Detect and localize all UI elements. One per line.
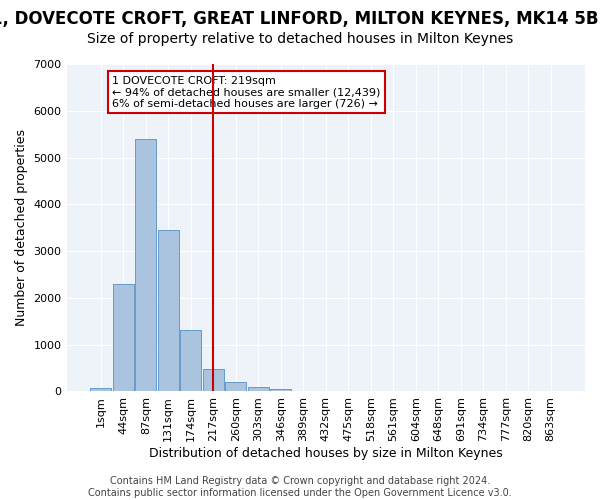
Y-axis label: Number of detached properties: Number of detached properties: [15, 129, 28, 326]
Bar: [90, 388, 112, 392]
Bar: [135, 139, 157, 392]
Text: Contains HM Land Registry data © Crown copyright and database right 2024.
Contai: Contains HM Land Registry data © Crown c…: [88, 476, 512, 498]
Bar: [113, 284, 134, 392]
Bar: [203, 369, 224, 392]
X-axis label: Distribution of detached houses by size in Milton Keynes: Distribution of detached houses by size …: [149, 447, 503, 460]
Text: 1, DOVECOTE CROFT, GREAT LINFORD, MILTON KEYNES, MK14 5BF: 1, DOVECOTE CROFT, GREAT LINFORD, MILTON…: [0, 10, 600, 28]
Bar: [225, 382, 247, 392]
Bar: [158, 230, 179, 392]
Text: Size of property relative to detached houses in Milton Keynes: Size of property relative to detached ho…: [87, 32, 513, 46]
Text: 1 DOVECOTE CROFT: 219sqm
← 94% of detached houses are smaller (12,439)
6% of sem: 1 DOVECOTE CROFT: 219sqm ← 94% of detach…: [112, 76, 380, 109]
Bar: [180, 330, 202, 392]
Bar: [248, 387, 269, 392]
Bar: [270, 388, 292, 392]
